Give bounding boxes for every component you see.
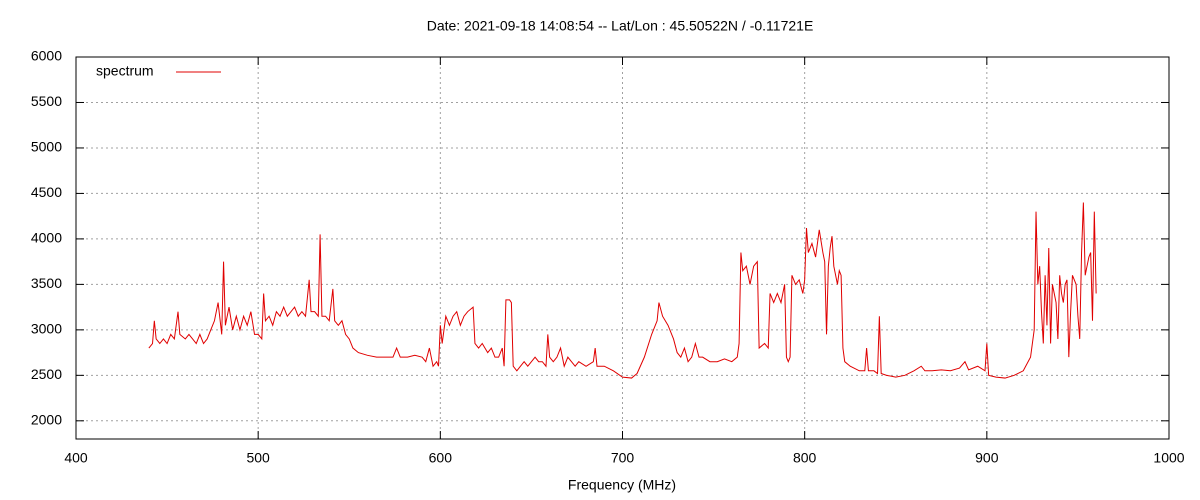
x-tick-label: 600 <box>429 450 453 466</box>
y-tick-label: 3000 <box>31 321 62 337</box>
x-tick-label: 400 <box>64 450 88 466</box>
x-tick-label: 800 <box>793 450 817 466</box>
x-tick-label: 500 <box>246 450 270 466</box>
spectrum-line <box>148 202 1097 379</box>
y-tick-label: 2000 <box>31 412 62 428</box>
x-tick-label: 700 <box>611 450 635 466</box>
y-tick-label: 3500 <box>31 275 62 291</box>
y-tick-label: 2500 <box>31 366 62 382</box>
x-axis-label: Frequency (MHz) <box>568 477 676 493</box>
y-tick-label: 5500 <box>31 93 62 109</box>
y-tick-label: 6000 <box>31 48 62 64</box>
x-tick-label: 1000 <box>1153 450 1184 466</box>
chart-title: Date: 2021-09-18 14:08:54 -- Lat/Lon : 4… <box>427 18 814 34</box>
plot-frame <box>75 56 1170 440</box>
legend-label: spectrum <box>96 63 154 79</box>
x-tick-label: 900 <box>975 450 999 466</box>
y-tick-label: 4000 <box>31 230 62 246</box>
y-tick-label: 4500 <box>31 184 62 200</box>
y-tick-label: 5000 <box>31 139 62 155</box>
